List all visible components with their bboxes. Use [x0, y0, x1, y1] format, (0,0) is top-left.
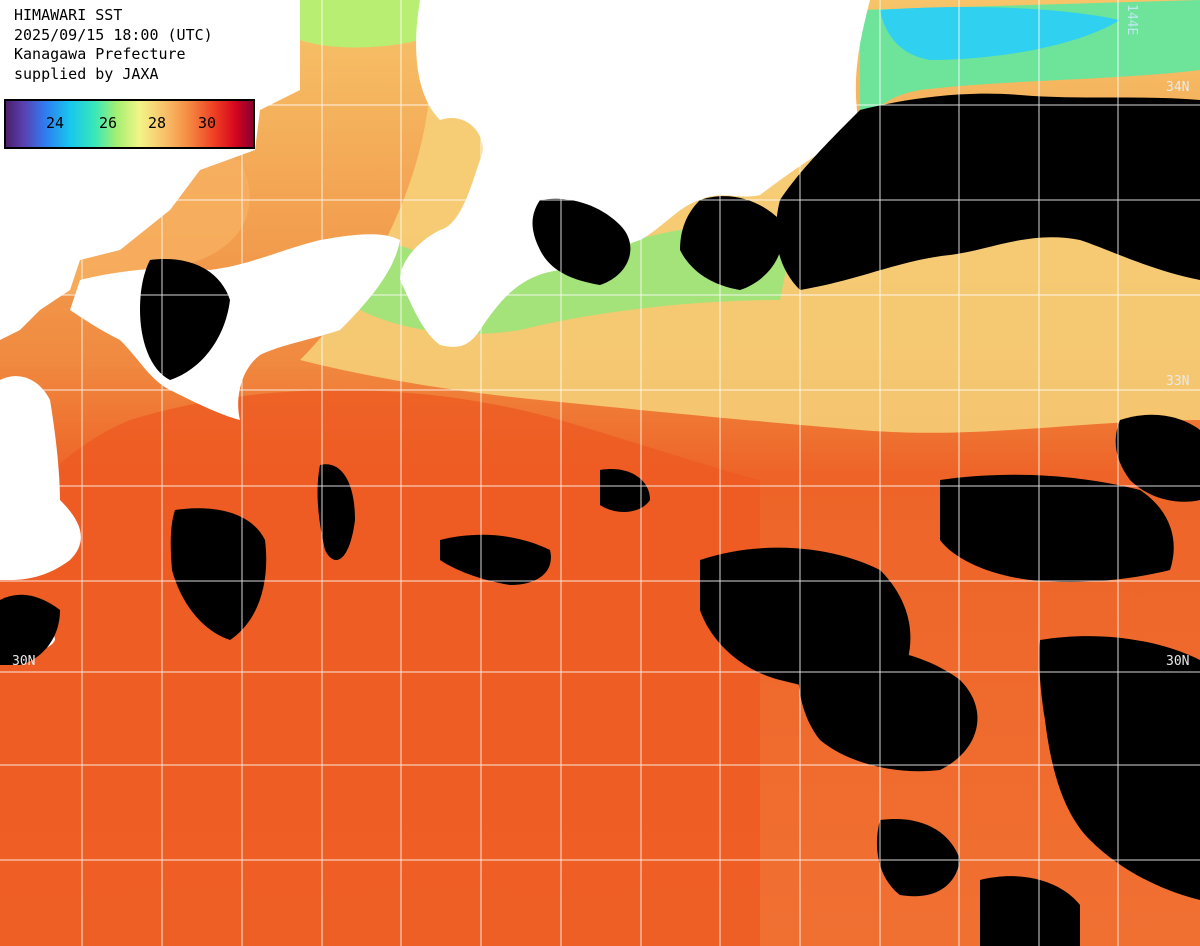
cloud-cover	[0, 93, 1200, 946]
cold-water-north	[300, 0, 420, 48]
legend-tick-28: 28	[148, 114, 167, 132]
coldest-water-northeast	[880, 7, 1120, 60]
map-title: HIMAWARI SST	[14, 6, 123, 24]
lat-label-30n-east: 30N	[1166, 654, 1190, 669]
land-kyushu	[0, 376, 81, 580]
lon-label-144e: 144E	[1124, 4, 1139, 36]
land-honshu	[400, 0, 870, 347]
legend-tick-24: 24	[46, 114, 65, 132]
legend-tick-26: 26	[99, 114, 118, 132]
lat-label-30n-west: 30N	[12, 654, 36, 669]
warm-core	[0, 390, 760, 946]
lat-label-33n: 33N	[1166, 374, 1190, 389]
observation-datetime: 2025/09/15 18:00 (UTC)	[14, 25, 213, 44]
region-name: Kanagawa Prefecture	[14, 45, 186, 63]
legend-tick-30: 30	[198, 114, 217, 132]
land-islet	[481, 150, 498, 190]
data-credit: supplied by JAXA	[14, 64, 159, 83]
lat-label-34n: 34N	[1166, 80, 1190, 95]
temperature-legend: 24 26 28 30	[4, 99, 255, 149]
info-box: HIMAWARI SST 2025/09/15 18:00 (UTC) Kana…	[4, 4, 291, 94]
